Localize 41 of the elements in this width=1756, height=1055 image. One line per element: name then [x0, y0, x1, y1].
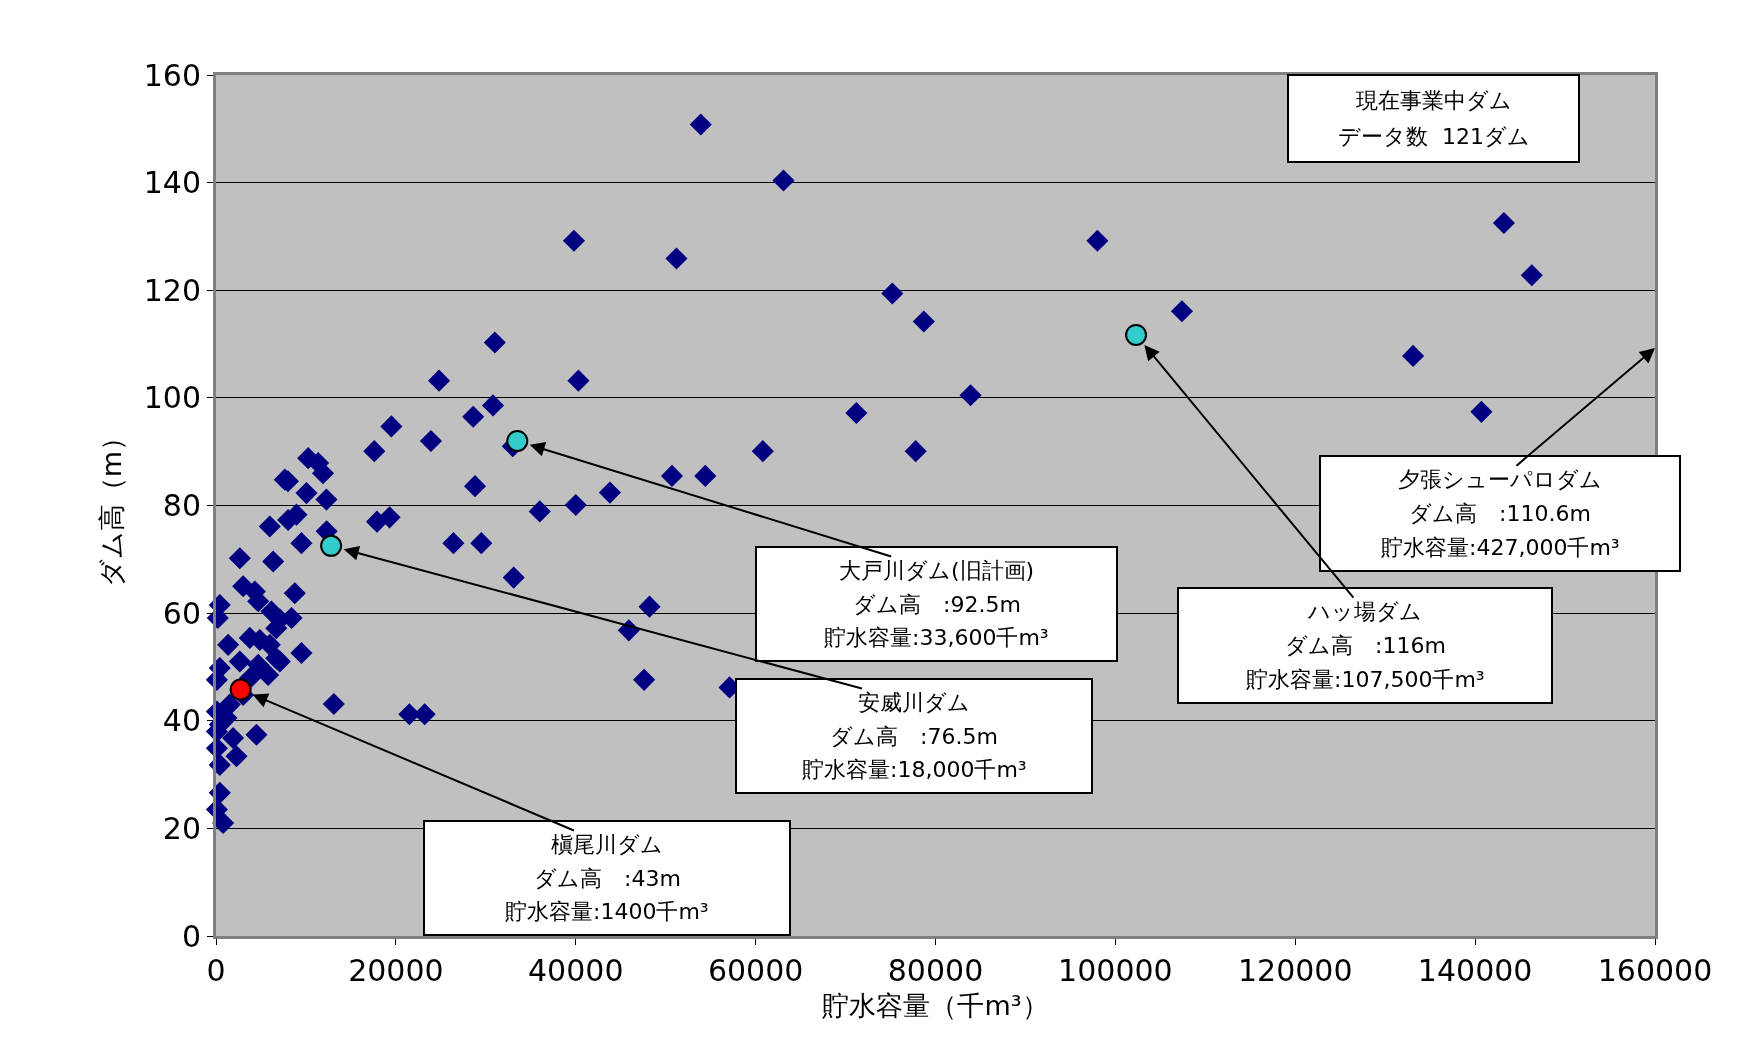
y-tick-label: 80 — [162, 488, 201, 523]
x-tick-label: 140000 — [1417, 953, 1533, 988]
y-tick-label: 140 — [143, 165, 201, 201]
annotation: ハッ場ダム — [1307, 599, 1422, 624]
y-tick-label: 0 — [181, 918, 201, 954]
annotation: 夕張シューパロダム — [1398, 467, 1602, 492]
y-axis-title: ダム高（m） — [95, 423, 127, 588]
annotation: ダム高 :76.5m — [830, 724, 998, 749]
x-tick-label: 160000 — [1597, 953, 1713, 988]
point — [1125, 323, 1148, 346]
x-tick-label: 100000 — [1058, 953, 1173, 988]
x-tick-label: 20000 — [348, 953, 444, 988]
point — [320, 534, 343, 557]
annotation: 貯水容量:1400千m³ — [505, 899, 709, 924]
annotation: ダム高 :116m — [1285, 633, 1446, 658]
y-tick-label: 100 — [143, 380, 201, 416]
annotation: データ数 121ダム — [1338, 124, 1530, 149]
annotation: ダム高 :110.6m — [1409, 501, 1591, 526]
x-tick-label: 60000 — [707, 953, 804, 988]
x-tick-label: 80000 — [887, 953, 984, 988]
point — [229, 678, 252, 701]
y-tick-label: 60 — [162, 595, 201, 631]
x-tick-label: 120000 — [1237, 953, 1353, 988]
annotation: 貯水容量:33,600千m³ — [824, 625, 1049, 650]
point — [506, 429, 529, 452]
x-axis-title: 貯水容量（千m³） — [822, 990, 1049, 1022]
annotation: 槇尾川ダム — [551, 832, 663, 857]
annotation: 大戸川ダム(旧計画) — [839, 558, 1035, 583]
annotation: 現在事業中ダム — [1356, 88, 1512, 113]
y-tick-label: 160 — [143, 57, 201, 93]
annotation: 安威川ダム — [858, 690, 970, 715]
annotation: ダム高 :92.5m — [853, 592, 1021, 617]
y-tick-label: 20 — [162, 810, 201, 846]
x-tick-label: 0 — [206, 953, 226, 988]
annotation: 貯水容量:427,000千m³ — [1381, 535, 1620, 560]
annotation: 貯水容量:18,000千m³ — [802, 757, 1027, 782]
y-tick-label: 40 — [162, 703, 201, 739]
annotation: ダム高 :43m — [534, 866, 681, 891]
annotation: 貯水容量:107,500千m³ — [1246, 667, 1485, 692]
y-tick-label: 120 — [143, 272, 201, 308]
x-tick-label: 40000 — [528, 953, 624, 988]
